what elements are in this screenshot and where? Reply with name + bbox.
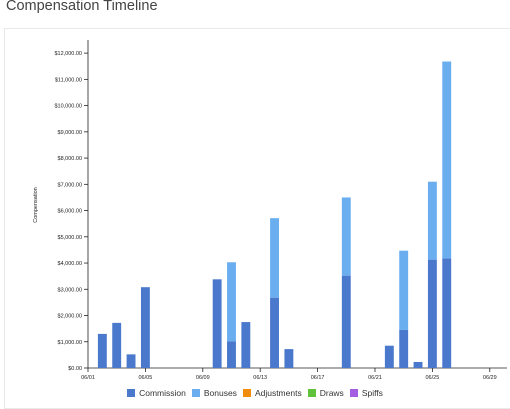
y-tick-label: $2,000.00 [58,314,82,320]
x-tick-label: 06/01 [81,375,95,381]
bar-commission[interactable] [442,258,452,368]
bar-commission[interactable] [241,322,251,368]
x-tick-label: 06/29 [483,375,497,381]
bar-commission[interactable] [284,349,294,368]
bar-commission[interactable] [227,341,236,368]
x-tick-label: 06/21 [368,375,382,381]
bar-commission[interactable] [413,361,423,368]
legend-label: Adjustments [254,387,302,398]
y-tick-label: $11,000.00 [55,77,82,83]
bar-commission[interactable] [212,279,222,368]
bar-commission[interactable] [399,329,409,368]
x-tick-label: 06/13 [253,375,267,381]
y-tick-label: $8,000.00 [58,156,82,162]
bar-commission[interactable] [126,354,136,368]
y-tick-label: $7,000.00 [58,182,82,188]
bar-commission[interactable] [97,333,107,368]
y-tick-label: $4,000.00 [58,261,82,267]
legend-item-adjustments[interactable]: Adjustments [242,387,302,398]
bar-commission[interactable] [140,287,150,368]
bar-series [97,61,452,368]
legend-item-bonuses[interactable]: Bonuses [191,387,237,398]
legend-label: Commission [139,387,186,398]
bar-commission[interactable] [112,322,122,368]
legend-swatch [242,388,251,397]
y-axis-label: Compensation [33,187,39,222]
bar-commission[interactable] [270,297,279,368]
page-title: Compensation Timeline [6,0,158,14]
y-tick-label: $12,000.00 [54,51,82,57]
y-tick-label: $5,000.00 [58,235,82,241]
bar-commission[interactable] [341,275,351,368]
y-axis: $0.00 $1,000.00 $2,000.00 $3,000.00 $4,000.0… [54,40,89,372]
y-tick-label: $0.00 [68,366,82,372]
legend-item-commission[interactable]: Commission [127,388,186,398]
bar-commission[interactable] [427,259,437,368]
y-tick-label: $10,000.00 [54,104,82,110]
bar-bonuses[interactable] [270,218,279,298]
legend-swatch [307,388,316,397]
x-tick-label: 06/09 [196,375,210,381]
x-axis: 06/01 06/05 06/09 06/13 06/17 06/21 06/25 06/29 [81,367,507,381]
x-tick-label: 06/17 [311,375,325,381]
x-tick-label: 06/25 [426,375,440,381]
legend-label: Draws [319,387,344,398]
bar-bonuses[interactable] [341,197,351,276]
y-tick-label: $1,000.00 [58,340,82,346]
legend-swatch [191,388,200,397]
bar-bonuses[interactable] [442,61,452,259]
chart-legend: Commission Bonuses Adjustments Draws Spiffs [0,387,510,401]
bar-commission[interactable] [384,345,394,368]
legend-swatch [127,388,136,397]
bar-bonuses[interactable] [399,250,409,330]
y-tick-label: $9,000.00 [58,130,82,136]
bar-bonuses[interactable] [427,181,437,260]
x-tick-label: 06/05 [139,375,153,381]
y-tick-label: $6,000.00 [58,209,82,215]
legend-swatch [349,388,358,397]
bar-bonuses[interactable] [227,262,236,342]
legend-item-draws[interactable]: Draws [307,387,344,398]
legend-label: Bonuses [203,387,237,398]
legend-label: Spiffs [361,387,383,398]
legend-item-spiffs[interactable]: Spiffs [349,387,383,398]
y-tick-label: $3,000.00 [58,287,82,293]
